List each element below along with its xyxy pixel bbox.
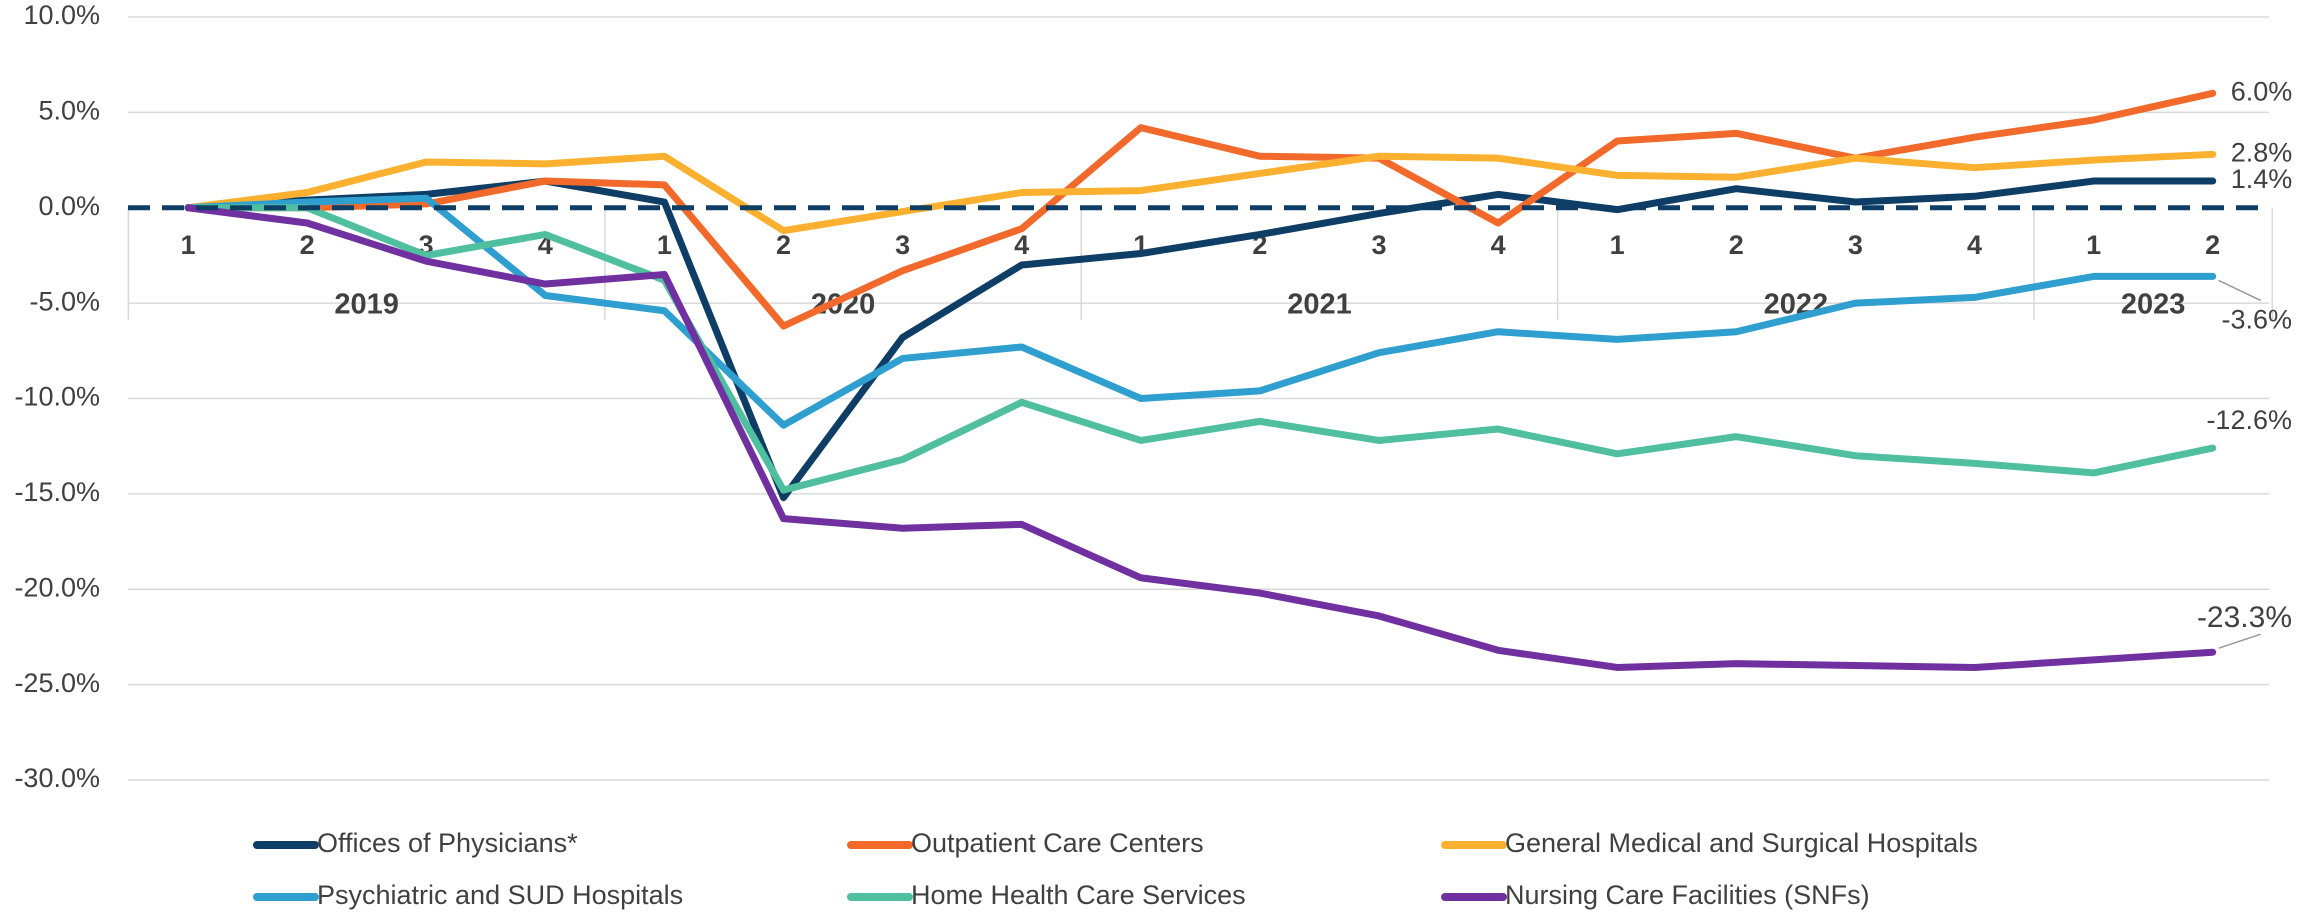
x-tick-label: 2 — [2205, 230, 2220, 260]
legend-label: Offices of Physicians* — [317, 828, 578, 858]
x-tick-label: 2 — [300, 230, 315, 260]
end-label: -12.6% — [2206, 405, 2292, 435]
x-tick-label: 1 — [180, 230, 195, 260]
legend-label: Nursing Care Facilities (SNFs) — [1505, 880, 1870, 910]
legend-label: Home Health Care Services — [911, 880, 1246, 910]
x-group-label: 2020 — [811, 288, 876, 320]
y-tick-label: 10.0% — [23, 0, 100, 30]
legend-label: Outpatient Care Centers — [911, 828, 1204, 858]
end-label: 2.8% — [2231, 137, 2293, 167]
y-tick-label: -30.0% — [14, 763, 100, 793]
series-line — [184, 177, 2217, 502]
legend-label: General Medical and Surgical Hospitals — [1505, 828, 1978, 858]
series-line — [184, 194, 2217, 429]
x-tick-label: 4 — [1014, 230, 1029, 260]
y-tick-label: -20.0% — [14, 572, 100, 602]
series-line — [184, 204, 2217, 494]
series-line — [184, 89, 2217, 330]
x-tick-label: 3 — [895, 230, 910, 260]
series-line — [184, 204, 2217, 671]
x-group-label: 2023 — [2121, 288, 2186, 320]
x-tick-label: 2 — [776, 230, 791, 260]
leader-line — [2218, 279, 2262, 302]
end-label: -23.3% — [2197, 601, 2292, 634]
x-tick-label: 4 — [1967, 230, 1982, 260]
leader-line — [2218, 633, 2261, 649]
legend-label: Psychiatric and SUD Hospitals — [317, 880, 683, 910]
x-tick-label: 2 — [1729, 230, 1744, 260]
x-tick-label: 4 — [1491, 230, 1506, 260]
x-group-label: 2019 — [334, 288, 399, 320]
end-label: 1.4% — [2231, 164, 2293, 194]
x-tick-label: 1 — [657, 230, 672, 260]
x-group-label: 2021 — [1287, 288, 1352, 320]
y-tick-label: -10.0% — [14, 382, 100, 412]
y-tick-label: -15.0% — [14, 477, 100, 507]
y-tick-label: 0.0% — [38, 191, 100, 221]
y-tick-label: 5.0% — [38, 96, 100, 126]
end-label: -3.6% — [2221, 305, 2292, 335]
x-tick-label: 3 — [1371, 230, 1386, 260]
x-tick-label: 3 — [1848, 230, 1863, 260]
end-label: 6.0% — [2231, 76, 2293, 106]
x-tick-label: 1 — [1610, 230, 1625, 260]
series-line — [184, 150, 2217, 235]
y-tick-label: -25.0% — [14, 668, 100, 698]
y-tick-label: -5.0% — [29, 286, 100, 316]
x-tick-label: 1 — [2086, 230, 2101, 260]
